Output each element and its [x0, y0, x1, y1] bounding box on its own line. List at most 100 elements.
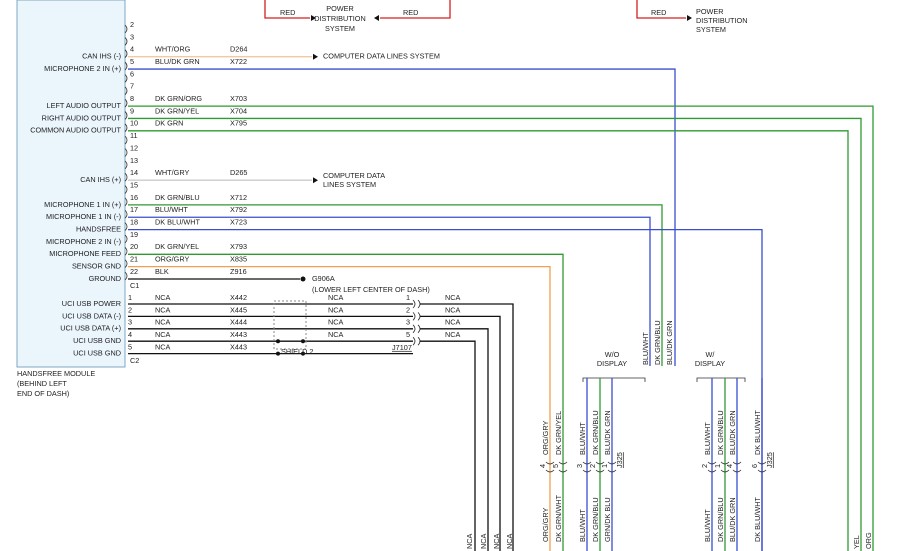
label: DISPLAY [597, 359, 627, 368]
wire-color: DK BLU/WHT [753, 496, 762, 542]
label: 4 [130, 45, 134, 54]
pin-function: COMMON AUDIO OUTPUT [30, 126, 121, 135]
edge-label: YEL [852, 535, 861, 549]
label: W/ [706, 350, 716, 359]
wire-color: DK GRN/BLU [591, 410, 600, 455]
wire-color: WHT/ORG [155, 45, 191, 54]
pin-terminal [124, 197, 128, 207]
pin-terminal [124, 111, 128, 120]
destination: COMPUTER DATA [323, 171, 385, 180]
label: 17 [130, 205, 138, 214]
wire-color: DK GRN/BLU [716, 497, 725, 542]
circuit-id: X442 [230, 293, 247, 302]
pin-terminal [124, 123, 128, 133]
pin-terminal [124, 86, 128, 96]
label: C1 [130, 281, 139, 290]
wire [128, 253, 564, 551]
pin-terminal [595, 461, 605, 473]
pin-terminal [732, 461, 742, 473]
pin-terminal [124, 234, 128, 244]
pin-function: UCI USB POWER [62, 299, 121, 308]
wire-color: NCA [445, 330, 461, 339]
pin-terminal [417, 324, 421, 334]
label: DISTRIBUTION [314, 14, 365, 23]
label: SHIELD 2 [281, 347, 313, 356]
wire-color: NCA [328, 305, 344, 314]
wire [128, 266, 551, 551]
destination: COMPUTER DATA LINES SYSTEM [323, 52, 440, 61]
label: 2 [130, 20, 134, 29]
pin-terminal [124, 98, 128, 108]
wire [420, 303, 514, 551]
label: 5 [130, 57, 134, 66]
wire-color: NCA [328, 330, 344, 339]
label: 5 [406, 330, 410, 339]
circuit-id: X793 [230, 242, 247, 251]
pin-function: UCI USB DATA (-) [62, 311, 121, 320]
wire-color: DK GRN/YEL [155, 242, 199, 251]
splice-dot [301, 339, 305, 344]
label: HANDSFREE MODULE [17, 369, 95, 378]
wire [128, 117, 862, 551]
pin-number: 6 [750, 464, 759, 468]
wire [636, 0, 686, 19]
label: 14 [130, 168, 138, 177]
circuit-id: X704 [230, 106, 247, 115]
wire-color: DK GRN/BLU [155, 193, 200, 202]
pin-terminal [412, 299, 416, 309]
pin-terminal [124, 160, 128, 170]
label: RED [280, 8, 295, 17]
wire-color: GRN/DK BLU [603, 497, 612, 542]
circuit-id: X443 [230, 343, 247, 352]
wire-color: DK GRN/YEL [155, 106, 199, 115]
wire-color: BLU/DK GRN [728, 497, 737, 542]
splice-dot [276, 339, 280, 344]
label: 22 [130, 267, 138, 276]
shield-outline [273, 300, 307, 350]
label: 16 [130, 193, 138, 202]
label: 20 [130, 242, 138, 251]
wire-color: ORG/GRY [541, 421, 550, 455]
label: C2 [130, 356, 139, 365]
label: 5 [128, 343, 132, 352]
label: SYSTEM [325, 24, 355, 33]
wire [264, 0, 310, 19]
pin-terminal [124, 185, 128, 194]
pin-terminal [582, 461, 592, 473]
bracket [582, 377, 646, 382]
circuit-id: X444 [230, 318, 247, 327]
pin-number: 4 [538, 464, 547, 468]
circuit-id: X722 [230, 57, 247, 66]
pin-terminal [124, 222, 128, 231]
label: SYSTEM [696, 25, 726, 34]
harness-end: NCA [465, 533, 474, 549]
wire-color: BLU/DK GRN [665, 320, 674, 365]
label: (LOWER LEFT CENTER OF DASH) [312, 285, 430, 294]
bracket [696, 377, 746, 382]
label: POWER [696, 7, 724, 16]
pin-terminal [757, 461, 767, 473]
pin-function: UCI USB DATA (+) [60, 324, 121, 333]
wire [420, 328, 489, 551]
pin-terminal [124, 37, 128, 46]
arrow [374, 15, 379, 21]
pin-terminal [417, 312, 421, 321]
wire-color: NCA [445, 293, 461, 302]
pin-terminal [124, 172, 128, 182]
wire-color: DK GRN [155, 119, 183, 128]
wire [128, 68, 676, 366]
wire-color: BLU/WHT [703, 509, 712, 542]
splice-dot [276, 351, 280, 356]
label: 7 [130, 82, 134, 91]
pin-function: RIGHT AUDIO OUTPUT [42, 113, 122, 122]
wire-color: BLU/DK GRN [603, 410, 612, 455]
wire-color: BLK [155, 267, 169, 276]
wire-color: DK GRN/ORG [155, 94, 202, 103]
wire-color: DK BLU/WHT [753, 409, 762, 455]
pin-terminal [417, 299, 421, 309]
pin-number: 2 [588, 464, 597, 468]
pin-function: MICROPHONE 1 IN (-) [46, 212, 121, 221]
pin-function: MICROPHONE FEED [49, 249, 121, 258]
wire-color: BLU/DK GRN [155, 57, 200, 66]
wire-color: NCA [155, 330, 171, 339]
